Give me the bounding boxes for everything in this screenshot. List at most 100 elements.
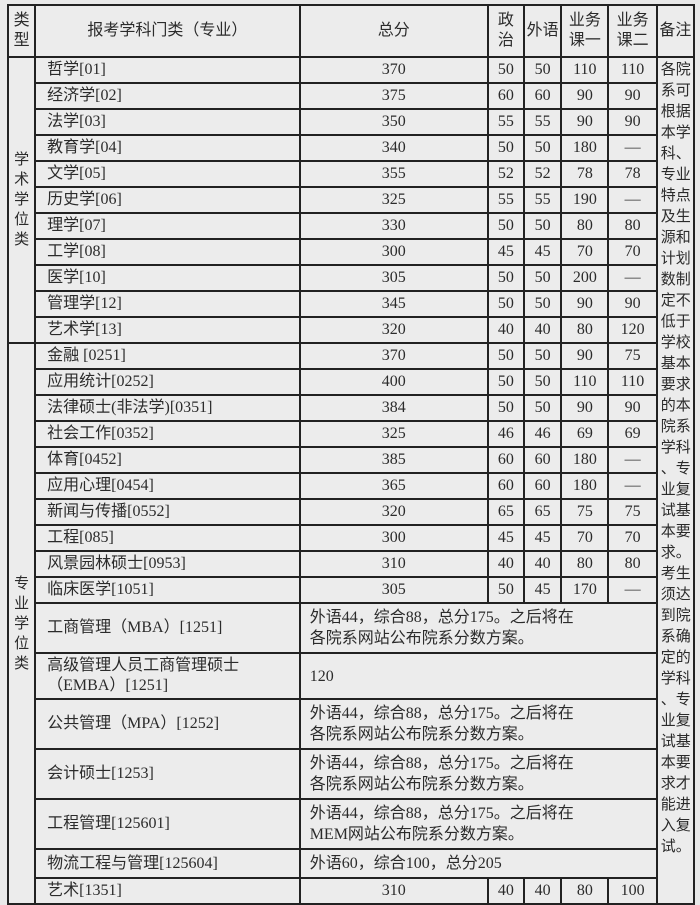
table-row: 文学[05] 355 52 52 78 78 (8, 160, 694, 188)
total-score-cell: 300 (298, 238, 489, 266)
total-score-cell: 305 (298, 576, 489, 604)
total-score-cell: 350 (298, 108, 489, 136)
foreign-score-cell: 60 (522, 446, 563, 474)
politics-score-cell: 50 (486, 342, 525, 370)
course2-score-cell: — (607, 186, 658, 214)
course1-score-cell: 90 (560, 290, 610, 318)
course1-score-cell: 90 (560, 108, 610, 136)
foreign-score-cell: 46 (522, 420, 563, 448)
table-header: 类 型 报考学科门类（专业） 总分 政 治 外语 业务 课一 业务 课二 备注 (6, 4, 696, 58)
politics-score-cell: 65 (486, 498, 525, 526)
major-cell: 管理学[12] (34, 290, 301, 318)
course1-score-cell: 78 (560, 160, 610, 188)
foreign-score-cell: 50 (522, 264, 563, 292)
politics-score-cell: 60 (486, 472, 525, 500)
score-line-table: 类 型 报考学科门类（专业） 总分 政 治 外语 业务 课一 业务 课二 备注 … (6, 4, 696, 905)
foreign-score-cell: 65 (522, 498, 563, 526)
major-cell: 会计硕士[1253] (34, 748, 301, 800)
table-row: 经济学[02] 375 60 60 90 90 (8, 82, 694, 110)
major-cell: 体育[0452] (34, 446, 301, 474)
total-score-cell: 310 (298, 550, 489, 578)
header-foreign: 外语 (522, 4, 563, 58)
header-politics: 政 治 (486, 4, 525, 58)
table-row: 工商管理（MBA）[1251] 外语44，综合88，总分175。之后将在各院系网站… (8, 602, 694, 654)
header-major: 报考学科门类（专业） (34, 4, 301, 58)
politics-score-cell: 50 (486, 290, 525, 318)
course2-score-cell: 69 (607, 420, 658, 448)
major-cell: 艺术学[13] (34, 316, 301, 344)
course1-score-cell: 170 (560, 576, 610, 604)
foreign-score-cell: 50 (522, 290, 563, 318)
total-score-cell: 320 (298, 316, 489, 344)
foreign-score-cell: 50 (522, 56, 563, 84)
politics-score-cell: 50 (486, 134, 525, 162)
foreign-score-cell: 60 (522, 82, 563, 110)
course2-score-cell: — (607, 576, 658, 604)
major-cell: 历史学[06] (34, 186, 301, 214)
total-score-cell: 305 (298, 264, 489, 292)
total-score-cell: 365 (298, 472, 489, 500)
course1-score-cell: 180 (560, 472, 610, 500)
course1-score-cell: 90 (560, 82, 610, 110)
major-cell: 法学[03] (34, 108, 301, 136)
course1-score-cell: 110 (560, 56, 610, 84)
note-cell: 各院系可根据本学科、专业特点及生源和计划数制定不低于学校基本要求的本院系学科、专… (655, 56, 696, 905)
table-row: 新闻与传播[0552] 320 65 65 75 75 (8, 498, 694, 526)
course2-score-cell: 110 (607, 368, 658, 396)
course1-score-cell: 70 (560, 524, 610, 552)
major-cell: 工程管理[125601] (34, 798, 301, 850)
course1-score-cell: 190 (560, 186, 610, 214)
total-score-cell: 330 (298, 212, 489, 240)
major-cell: 金融 [0251] (34, 342, 301, 370)
politics-score-cell: 40 (486, 877, 525, 905)
header-type: 类 型 (6, 4, 37, 58)
course2-score-cell: 110 (607, 56, 658, 84)
politics-score-cell: 50 (486, 368, 525, 396)
politics-score-cell: 40 (486, 316, 525, 344)
course1-score-cell: 75 (560, 498, 610, 526)
course1-score-cell: 80 (560, 212, 610, 240)
major-cell: 文学[05] (34, 160, 301, 188)
course1-score-cell: 180 (560, 134, 610, 162)
course1-score-cell: 90 (560, 394, 610, 422)
table-row: 管理学[12] 345 50 50 90 90 (8, 290, 694, 318)
course2-score-cell: — (607, 264, 658, 292)
course2-score-cell: 70 (607, 524, 658, 552)
foreign-score-cell: 55 (522, 108, 563, 136)
merged-score-cell: 外语44，综合88，总分175。之后将在各院系网站公布院系分数方案。 (298, 602, 658, 654)
total-score-cell: 384 (298, 394, 489, 422)
major-cell: 社会工作[0352] (34, 420, 301, 448)
major-cell: 工学[08] (34, 238, 301, 266)
foreign-score-cell: 45 (522, 524, 563, 552)
total-score-cell: 370 (298, 56, 489, 84)
course1-score-cell: 90 (560, 342, 610, 370)
header-total: 总分 (298, 4, 489, 58)
major-cell: 艺术[1351] (34, 877, 301, 905)
course2-score-cell: 70 (607, 238, 658, 266)
politics-score-cell: 60 (486, 82, 525, 110)
table-row: 艺术学[13] 320 40 40 80 120 (8, 316, 694, 344)
course2-score-cell: — (607, 472, 658, 500)
total-score-cell: 325 (298, 186, 489, 214)
merged-score-cell: 外语44，综合88，总分175。之后将在MEM网站公布院系分数方案。 (298, 798, 658, 850)
foreign-score-cell: 50 (522, 394, 563, 422)
table-row: 学术学位类 哲学[01] 370 50 50 110 110 各院系可根据本学科、专业特点及生… (6, 56, 696, 905)
major-cell: 高级管理人员工商管理硕士 （EMBA）[1251] (34, 652, 301, 700)
total-score-cell: 385 (298, 446, 489, 474)
course1-score-cell: 69 (560, 420, 610, 448)
major-cell: 工程[085] (34, 524, 301, 552)
course2-score-cell: 120 (607, 316, 658, 344)
course1-score-cell: 180 (560, 446, 610, 474)
table-row: 风景园林硕士[0953] 310 40 40 80 80 (8, 550, 694, 578)
foreign-score-cell: 50 (522, 368, 563, 396)
major-cell: 应用统计[0252] (34, 368, 301, 396)
foreign-score-cell: 40 (522, 550, 563, 578)
total-score-cell: 400 (298, 368, 489, 396)
politics-score-cell: 50 (486, 264, 525, 292)
table-row: 工程管理[125601] 外语44，综合88，总分175。之后将在MEM网站公布院… (8, 798, 694, 850)
course1-score-cell: 110 (560, 368, 610, 396)
table-row: 社会工作[0352] 325 46 46 69 69 (8, 420, 694, 448)
merged-score-cell: 120 (298, 652, 658, 700)
politics-score-cell: 46 (486, 420, 525, 448)
